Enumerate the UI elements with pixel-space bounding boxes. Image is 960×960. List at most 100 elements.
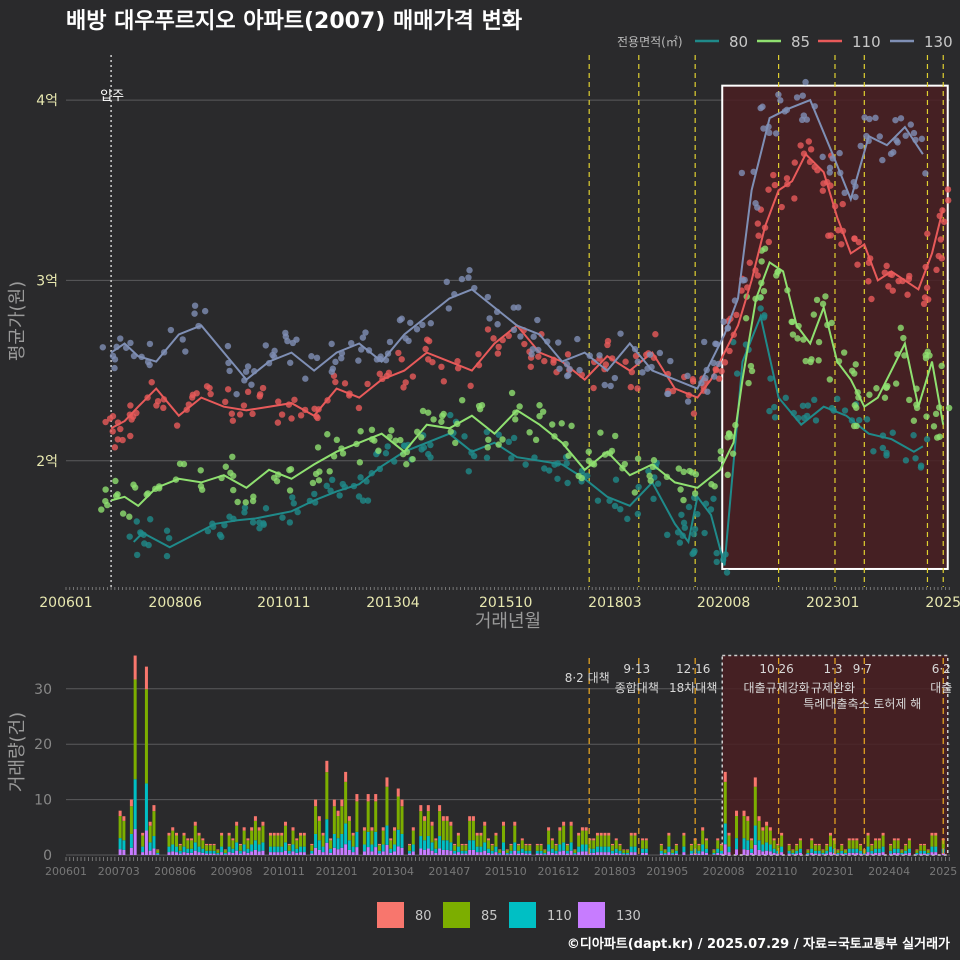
volume-bar-segment-110 [915, 852, 919, 855]
scatter-point-130 [510, 304, 517, 311]
volume-bar-segment-110 [253, 840, 257, 850]
scatter-point-110 [429, 358, 436, 366]
volume-ytick-20: 20 [34, 737, 52, 753]
volume-bar-segment-80 [584, 827, 588, 831]
scatter-point-110 [940, 218, 948, 225]
volume-bar-segment-130 [242, 851, 246, 855]
volume-bar-segment-80 [167, 832, 171, 836]
scatter-point-130 [517, 333, 524, 340]
volume-bar [689, 843, 693, 855]
scatter-point-130 [167, 326, 175, 334]
volume-bar [671, 849, 675, 855]
volume-bar-segment-85 [408, 845, 412, 851]
volume-bar-segment-80 [859, 843, 863, 846]
scatter-point-80 [654, 480, 662, 487]
price-xlabel: 거래년월 [475, 611, 541, 632]
volume-bar-segment-130 [317, 849, 321, 855]
scatter-point-80 [685, 503, 693, 511]
scatter-point-110 [527, 363, 534, 370]
scatter-point-130 [861, 114, 868, 121]
scatter-point-130 [117, 335, 124, 342]
volume-bar-segment-130 [614, 852, 618, 855]
volume-bar-segment-110 [344, 823, 348, 845]
volume-bar-segment-80 [614, 838, 618, 841]
volume-bar-segment-110 [381, 844, 385, 852]
volume-bar-segment-110 [227, 846, 231, 853]
volume-bar-segment-110 [761, 844, 765, 852]
volume-bar-segment-85 [208, 845, 212, 851]
volume-bar-segment-110 [411, 844, 415, 852]
volume-bar-segment-130 [351, 852, 355, 855]
scatter-point-80 [541, 465, 548, 472]
volume-bar-segment-110 [806, 852, 810, 855]
volume-bar-segment-110 [535, 850, 539, 854]
volume-policy-top-0: 8·2 대책 [565, 670, 610, 685]
scatter-point-130 [922, 170, 929, 177]
volume-bar-segment-130 [381, 851, 385, 855]
volume-xtick-201510: 201510 [485, 865, 527, 878]
scatter-point-80 [800, 414, 808, 422]
volume-bar-segment-110 [697, 850, 701, 854]
volume-bar-segment-130 [742, 849, 746, 855]
volume-ytick-30: 30 [34, 682, 52, 698]
scatter-point-130 [841, 189, 848, 197]
volume-bar-segment-110 [851, 848, 855, 853]
scatter-point-85 [438, 418, 445, 425]
volume-bar-segment-85 [716, 840, 720, 849]
volume-bar-segment-130 [355, 847, 359, 855]
scatter-point-110 [454, 358, 461, 365]
volume-bar-segment-85 [840, 845, 844, 851]
volume-bar-segment-85 [547, 830, 551, 845]
volume-bar [674, 843, 678, 855]
volume-bar-segment-130 [517, 853, 521, 855]
volume-bar-segment-110 [588, 848, 592, 853]
volume-bar-segment-130 [750, 852, 754, 855]
volume-bar-segment-80 [592, 838, 596, 841]
volume-bar-segment-85 [122, 820, 126, 841]
volume-bar-segment-80 [821, 849, 825, 851]
volume-bar-segment-110 [453, 850, 457, 854]
volume-bar-segment-110 [370, 844, 374, 852]
volume-bar-segment-85 [396, 796, 400, 830]
volume-bar-segment-85 [377, 845, 381, 851]
volume-bar [302, 832, 306, 855]
scatter-point-80 [355, 493, 363, 500]
volume-bar-segment-80 [400, 799, 404, 807]
scatter-point-110 [160, 404, 167, 412]
volume-bar-segment-80 [569, 821, 573, 826]
volume-bar [238, 843, 242, 855]
scatter-point-85 [485, 436, 492, 443]
volume-bar [900, 849, 904, 855]
volume-bar-segment-80 [599, 832, 603, 836]
volume-bar-segment-110 [423, 840, 427, 850]
volume-bar [220, 832, 224, 855]
scatter-point-80 [694, 510, 701, 518]
volume-bar-segment-80 [144, 666, 148, 690]
scatter-point-85 [388, 427, 395, 434]
volume-bar-segment-85 [392, 830, 396, 845]
volume-bar-segment-85 [141, 835, 145, 847]
scatter-point-110 [923, 284, 931, 291]
volume-bar [129, 799, 133, 855]
scatter-point-85 [242, 499, 249, 506]
volume-bar [753, 777, 757, 855]
scatter-point-130 [405, 337, 412, 345]
volume-bar-segment-80 [340, 799, 344, 807]
volume-bar-segment-110 [182, 846, 186, 853]
scatter-point-130 [576, 366, 583, 374]
volume-bar [246, 838, 250, 855]
scatter-point-110 [771, 181, 779, 189]
volume-bar-segment-85 [242, 830, 246, 845]
volume-bar-segment-130 [798, 852, 802, 855]
scatter-point-80 [564, 479, 571, 487]
scatter-point-110 [228, 410, 236, 417]
scatter-point-130 [458, 275, 466, 283]
scatter-point-80 [713, 549, 720, 557]
volume-bar-segment-130 [291, 851, 295, 855]
volume-bar [798, 838, 802, 855]
scatter-point-80 [329, 476, 336, 484]
scatter-point-130 [715, 360, 722, 368]
volume-bar [329, 838, 333, 855]
volume-bar-segment-85 [483, 825, 487, 843]
scatter-point-85 [717, 455, 725, 463]
